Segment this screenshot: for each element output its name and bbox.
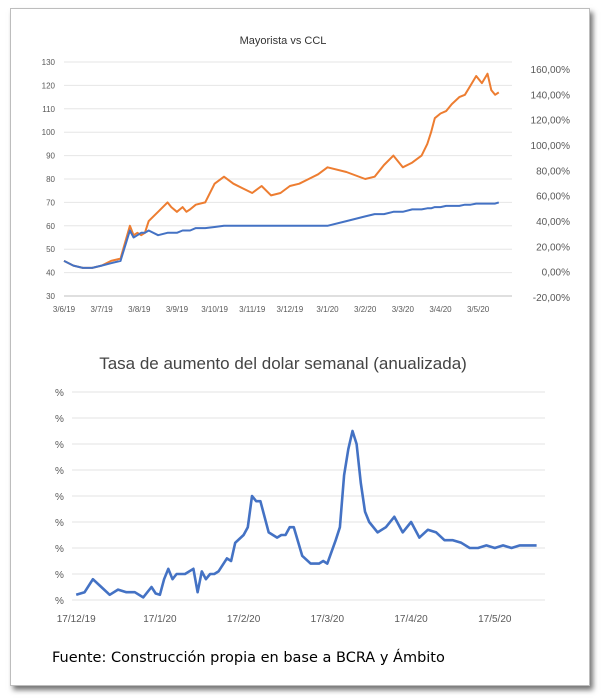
y-right-tick-label: 60,00% <box>536 192 570 203</box>
x-tick-label: 17/1/20 <box>143 614 177 625</box>
y-tick-label: % <box>55 570 64 581</box>
y-tick-label: % <box>55 466 64 477</box>
y-right-tick-label: 0,00% <box>542 268 570 279</box>
chart-title: Tasa de aumento del dolar semanal (anual… <box>99 354 467 373</box>
y-tick-label: 100 <box>42 128 56 137</box>
y-right-tick-label: 40,00% <box>536 217 570 228</box>
x-tick-label: 3/7/19 <box>91 305 114 314</box>
x-tick-label: 3/9/19 <box>166 305 189 314</box>
y-right-tick-label: 140,00% <box>531 90 571 101</box>
x-tick-label: 3/3/20 <box>392 305 415 314</box>
y-tick-label: % <box>55 544 64 555</box>
x-tick-label: 3/11/19 <box>239 305 266 314</box>
series-lines <box>63 72 500 269</box>
chart-mayorista-vs-ccl: Mayorista vs CCL 130 120 110 100 90 80 70 60 50 4… <box>42 35 571 314</box>
y-tick-label: % <box>55 518 64 529</box>
y-right-tick-label: 80,00% <box>536 166 570 177</box>
y-axis-ticks: %%%%%%%%% <box>55 388 64 607</box>
x-axis-ticks: 3/6/19 3/7/19 3/8/19 3/9/19 3/10/19 3/11/19 3/… <box>53 295 512 314</box>
y-tick-label: % <box>55 414 64 425</box>
x-tick-label: 3/1/20 <box>316 305 339 314</box>
x-tick-label: 17/4/20 <box>394 614 428 625</box>
y-tick-label: 30 <box>46 292 55 301</box>
y-tick-label: % <box>55 388 64 399</box>
x-tick-label: 3/4/20 <box>429 305 452 314</box>
y-tick-label: 60 <box>46 222 55 231</box>
x-tick-label: 3/6/19 <box>53 305 76 314</box>
y-tick-label: 110 <box>42 105 55 114</box>
y-right-tick-label: 100,00% <box>531 141 571 152</box>
y-right-tick-label: -20,00% <box>533 293 570 304</box>
y-right-tick-label: 20,00% <box>536 242 570 253</box>
figure-frame <box>10 8 590 686</box>
x-tick-label: 17/12/19 <box>57 614 96 625</box>
series-line-2 <box>63 201 500 269</box>
y-tick-label: 80 <box>46 175 55 184</box>
y-right-tick-label: 120,00% <box>531 116 571 127</box>
x-tick-label: 17/2/20 <box>227 614 261 625</box>
y-tick-label: 90 <box>46 152 55 161</box>
x-tick-label: 3/2/20 <box>354 305 377 314</box>
x-tick-label: 3/8/19 <box>128 305 151 314</box>
y-tick-label: % <box>55 492 64 503</box>
chart-title: Mayorista vs CCL <box>240 35 327 47</box>
y-tick-label: % <box>55 596 64 607</box>
y-tick-label: 130 <box>42 58 56 67</box>
x-tick-label: 17/5/20 <box>478 614 512 625</box>
y-right-tick-label: 160,00% <box>531 65 571 76</box>
source-note: Fuente: Construcción propia en base a BC… <box>52 650 445 666</box>
x-tick-label: 3/10/19 <box>201 305 228 314</box>
y-tick-label: 120 <box>42 81 56 90</box>
y-tick-label: 50 <box>46 245 55 254</box>
y-tick-label: 40 <box>46 269 55 278</box>
series-lines <box>75 429 537 599</box>
y-tick-label: 70 <box>46 198 55 207</box>
x-tick-label: 17/3/20 <box>311 614 345 625</box>
x-tick-label: 3/12/19 <box>277 305 304 314</box>
y-tick-label: % <box>55 440 64 451</box>
gridlines <box>72 391 545 601</box>
x-tick-label: 3/5/20 <box>467 305 490 314</box>
y-axis-left-ticks: 130 120 110 100 90 80 70 60 50 40 30 <box>42 58 56 301</box>
y-axis-right-ticks: 160,00% 140,00% 120,00% 100,00% 80,00% 60,00%… <box>531 65 571 304</box>
series-line-1 <box>75 429 537 599</box>
x-axis-ticks: 17/12/19 17/1/20 17/2/20 17/3/20 17/4/20 17/5… <box>57 614 512 625</box>
